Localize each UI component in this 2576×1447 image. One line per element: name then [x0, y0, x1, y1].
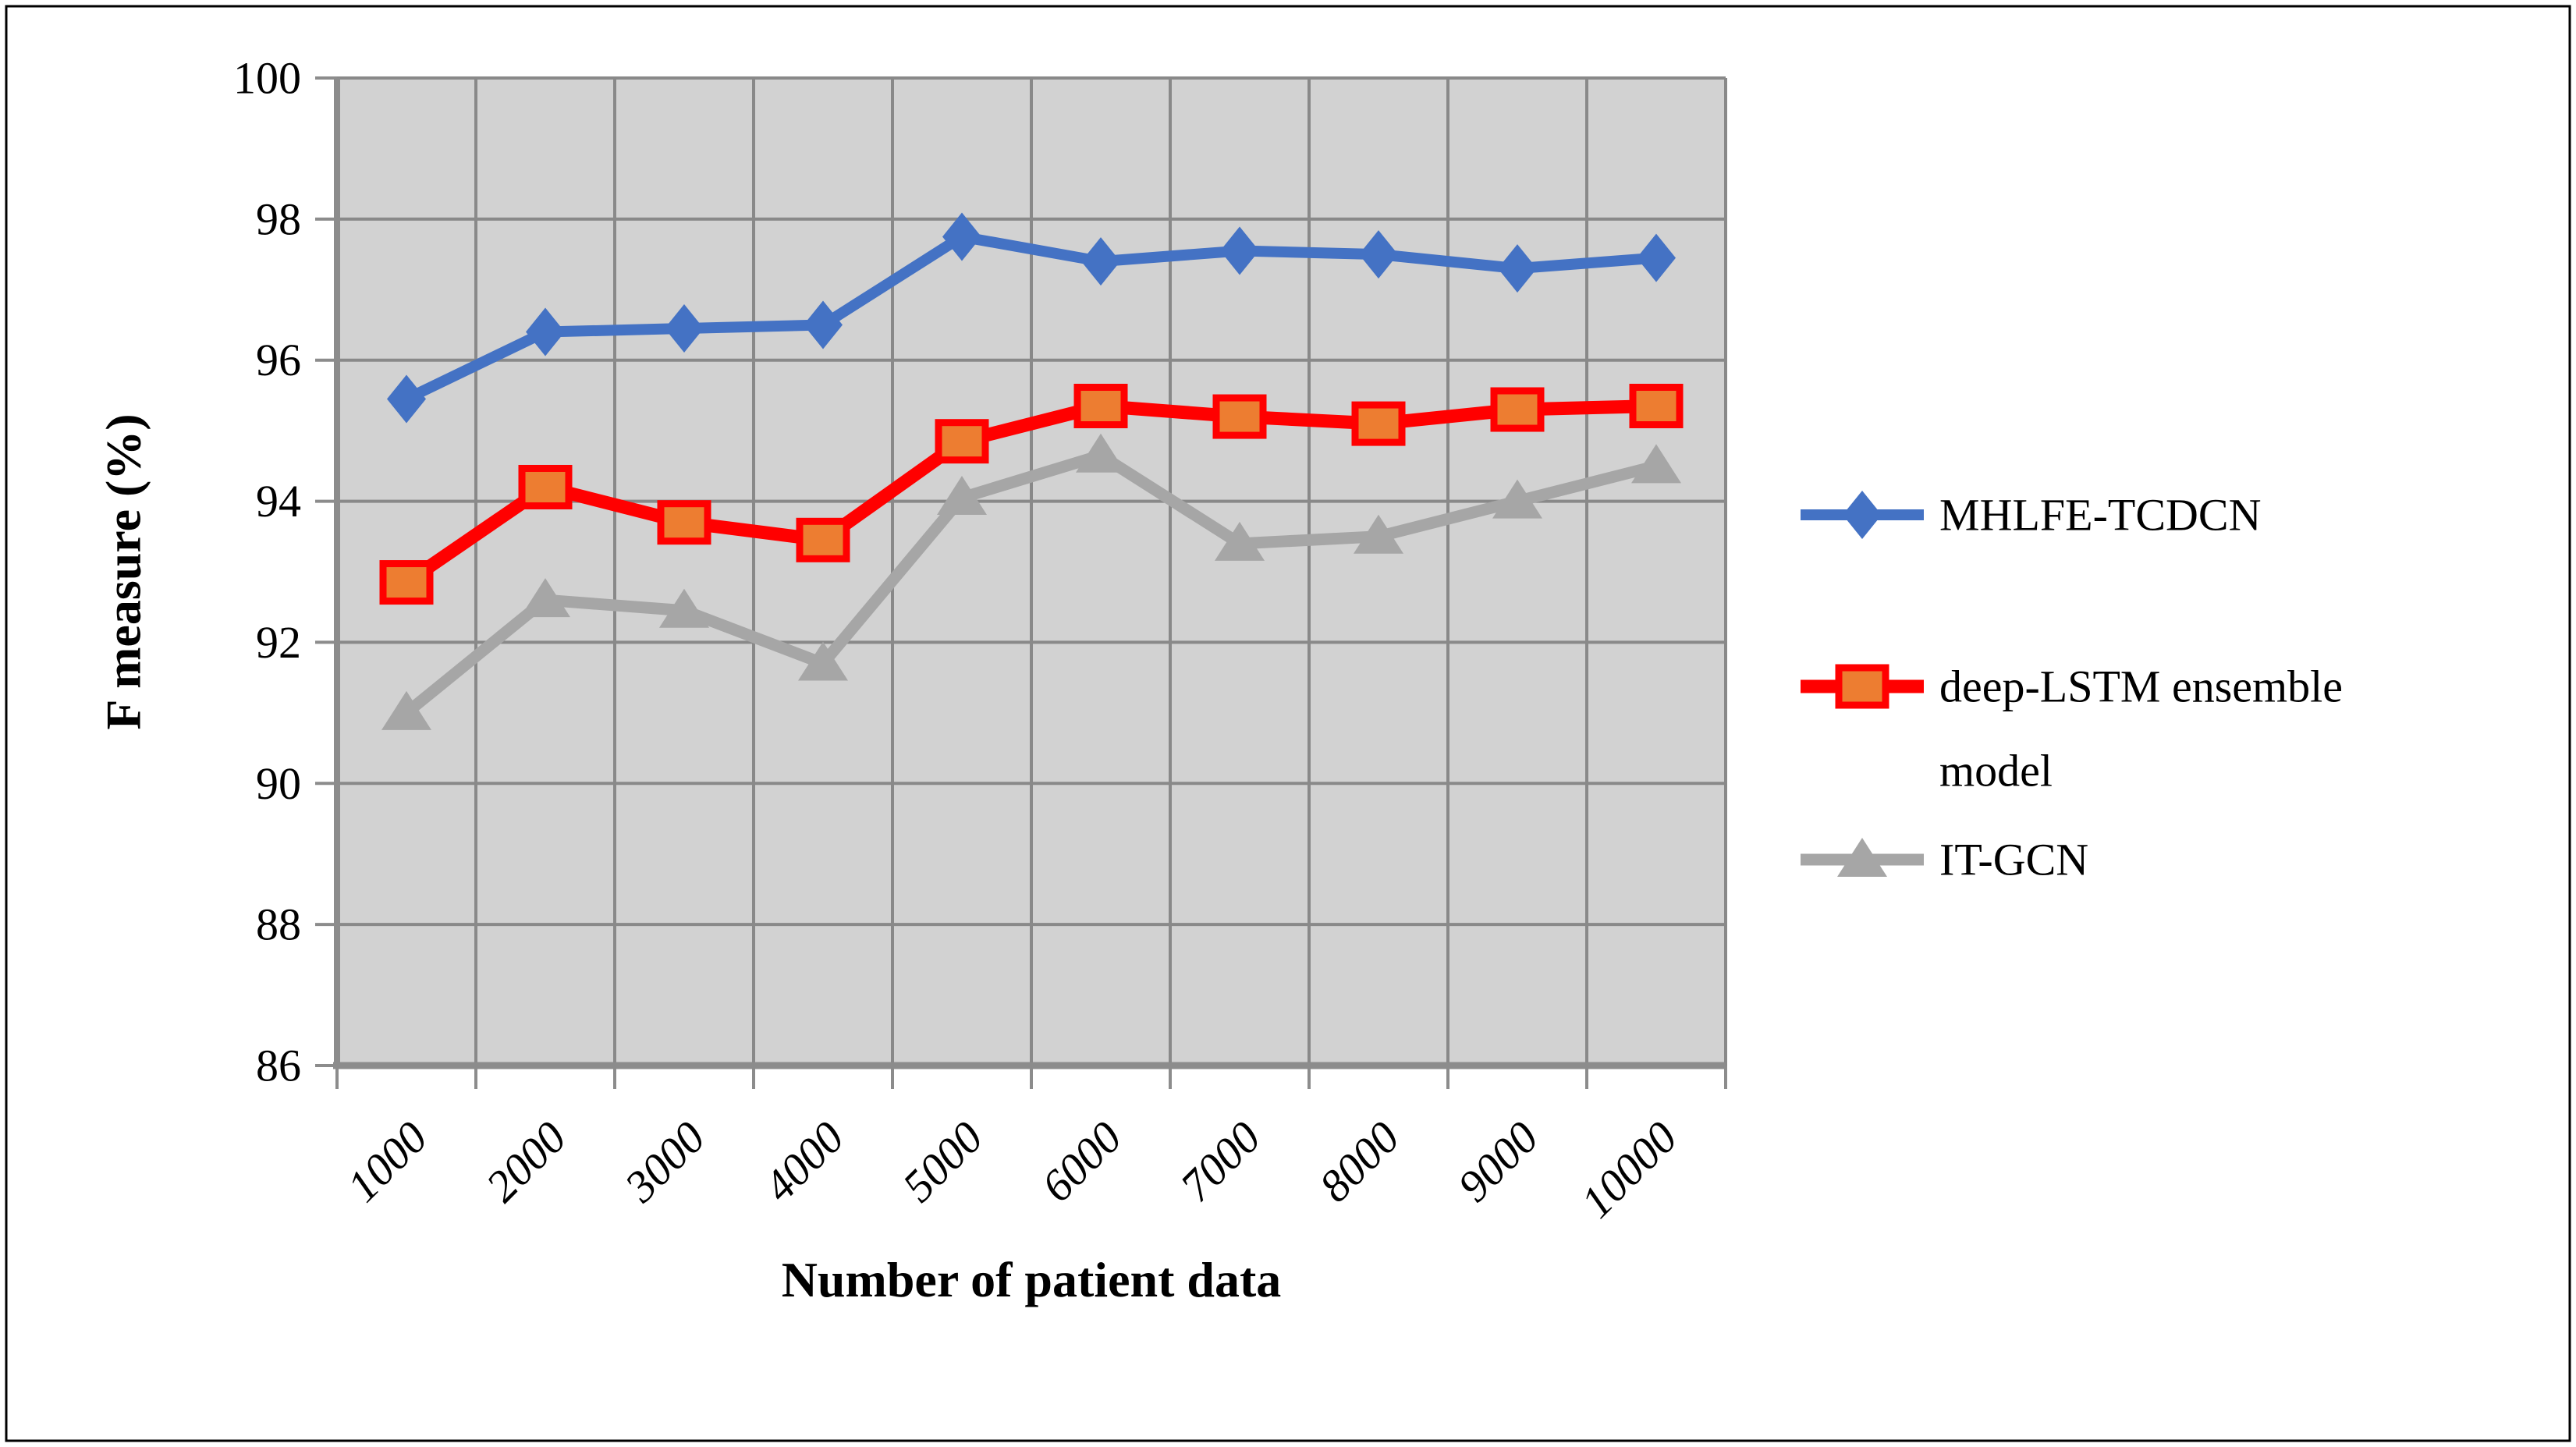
x-tick-label-1000: 1000 — [337, 1112, 437, 1211]
marker-deep-lstm-ensemble-model-7000 — [1212, 394, 1267, 439]
legend-item-it-gcn: IT-GCN — [1801, 835, 2088, 885]
marker-it-gcn-4000 — [798, 641, 848, 681]
x-tick-label-6000: 6000 — [1031, 1112, 1131, 1211]
x-tick-label-7000: 7000 — [1170, 1112, 1270, 1211]
series-line-it-gcn — [400, 449, 1662, 719]
legend-marker-it-gcn — [1837, 838, 1887, 877]
y-tick-label-100: 100 — [233, 53, 301, 104]
y-tick-label-94: 94 — [256, 476, 301, 527]
marker-deep-lstm-ensemble-model-10000 — [1629, 383, 1684, 428]
marker-mhlfe-tcdcn-1000 — [387, 374, 426, 424]
marker-deep-lstm-ensemble-model-6000 — [1073, 383, 1128, 428]
y-tick-label-86: 86 — [256, 1041, 301, 1091]
marker-it-gcn-1000 — [381, 690, 431, 730]
series-line-mhlfe-tcdcn — [401, 231, 1662, 405]
y-axis-title: F measure (%) — [96, 413, 151, 729]
legend-marker-deep-lstm-ensemble-model — [1835, 664, 1889, 709]
marker-mhlfe-tcdcn-9000 — [1498, 244, 1537, 293]
y-tick-label-98: 98 — [256, 193, 301, 244]
marker-mhlfe-tcdcn-4000 — [804, 300, 843, 349]
x-tick-label-8000: 8000 — [1309, 1112, 1409, 1211]
marker-mhlfe-tcdcn-10000 — [1637, 233, 1676, 282]
marker-mhlfe-tcdcn-5000 — [942, 212, 981, 261]
marker-it-gcn-3000 — [659, 588, 709, 628]
marker-it-gcn-2000 — [520, 578, 570, 618]
marker-deep-lstm-ensemble-model-8000 — [1351, 401, 1406, 446]
x-tick-label-2000: 2000 — [476, 1112, 576, 1211]
marker-deep-lstm-ensemble-model-5000 — [935, 419, 989, 464]
y-tick-label-90: 90 — [256, 758, 301, 809]
tick-marks — [315, 76, 1727, 1089]
y-tick-label-96: 96 — [256, 335, 301, 385]
marker-it-gcn-7000 — [1215, 521, 1265, 561]
marker-mhlfe-tcdcn-3000 — [665, 304, 704, 353]
legend-label-deep-lstm-ensemble-model-0: deep-LSTM ensemble — [1939, 661, 2343, 712]
legend: MHLFE-TCDCN deep-LSTM ensemble model IT-GCN — [1801, 490, 2343, 885]
marker-mhlfe-tcdcn-7000 — [1220, 226, 1259, 275]
legend-label-deep-lstm-ensemble-model-1: model — [1939, 746, 2053, 796]
x-tick-label-4000: 4000 — [754, 1112, 853, 1211]
marker-deep-lstm-ensemble-model-4000 — [796, 517, 850, 562]
marker-deep-lstm-ensemble-model-1000 — [379, 560, 434, 605]
legend-label-it-gcn-0: IT-GCN — [1939, 835, 2088, 885]
legend-item-mhlfe-tcdcn: MHLFE-TCDCN — [1801, 490, 2261, 541]
marker-it-gcn-9000 — [1492, 479, 1542, 519]
series-line-deep-lstm-ensemble-model — [399, 399, 1663, 590]
x-tick-label-10000: 10000 — [1571, 1112, 1687, 1227]
figure-border — [5, 5, 2571, 1442]
marker-deep-lstm-ensemble-model-2000 — [518, 464, 573, 509]
marker-it-gcn-5000 — [937, 476, 987, 516]
legend-marker-mhlfe-tcdcn — [1843, 491, 1882, 539]
marker-mhlfe-tcdcn-2000 — [526, 307, 565, 356]
x-tick-label-9000: 9000 — [1448, 1112, 1548, 1211]
series-mhlfe-tcdcn — [387, 212, 1676, 424]
marker-mhlfe-tcdcn-8000 — [1359, 230, 1398, 279]
series-deep-lstm-ensemble-model — [379, 383, 1684, 605]
legend-item-deep-lstm-ensemble-model: deep-LSTM ensemble model — [1801, 661, 2343, 796]
y-tick-label-92: 92 — [256, 617, 301, 668]
marker-deep-lstm-ensemble-model-9000 — [1490, 387, 1545, 432]
marker-deep-lstm-ensemble-model-3000 — [657, 500, 711, 545]
y-tick-label-88: 88 — [256, 899, 301, 950]
legend-label-mhlfe-tcdcn-0: MHLFE-TCDCN — [1939, 490, 2261, 541]
x-tick-label-3000: 3000 — [614, 1112, 715, 1212]
x-axis-title: Number of patient data — [782, 1252, 1282, 1307]
x-tick-label-5000: 5000 — [892, 1112, 992, 1211]
marker-mhlfe-tcdcn-6000 — [1081, 237, 1120, 286]
marker-it-gcn-10000 — [1631, 444, 1681, 484]
marker-it-gcn-6000 — [1076, 433, 1126, 473]
series-it-gcn — [381, 433, 1681, 730]
marker-it-gcn-8000 — [1354, 514, 1403, 554]
